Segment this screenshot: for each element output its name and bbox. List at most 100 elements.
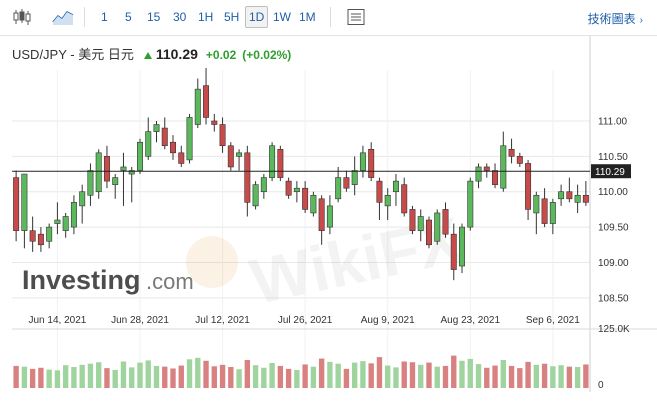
candle-body	[153, 124, 160, 132]
volume-bar	[21, 366, 28, 388]
chart-layout-icon[interactable]	[346, 8, 366, 26]
candle-body	[178, 152, 185, 164]
candle-body	[269, 145, 276, 178]
interval-1min[interactable]: 1	[101, 10, 108, 24]
candle-body	[351, 170, 358, 185]
volume-max-label: 125.0K	[598, 324, 630, 335]
volume-bar	[71, 367, 77, 388]
candle-body	[392, 180, 399, 193]
interval-1h[interactable]: 1H	[198, 10, 214, 24]
candle-body	[541, 198, 548, 224]
candle-body	[508, 148, 515, 157]
volume-bar	[442, 365, 449, 388]
price-tick-label: 109.00	[598, 258, 629, 269]
last-price: 110.29	[155, 46, 198, 62]
price-tick-label: 111.00	[598, 116, 628, 127]
candle-body	[384, 194, 391, 207]
date-tick-label: Jul 26, 2021	[278, 315, 333, 326]
candle-body	[203, 85, 210, 118]
date-axis: Jun 14, 2021 Jun 28, 2021 Jul 12, 2021 Jul …	[29, 315, 581, 326]
candle-body	[500, 145, 507, 189]
volume-bar	[566, 366, 573, 388]
price-tick-label: 110.50	[598, 152, 628, 163]
candle-body	[211, 120, 218, 125]
volume-bar	[525, 361, 531, 388]
candle-body	[194, 88, 201, 125]
candle-body	[566, 191, 573, 200]
candle-body	[417, 216, 424, 231]
candle-body	[483, 166, 490, 171]
volume-bar	[236, 369, 242, 388]
up-triangle-icon	[143, 52, 152, 59]
candle-body	[186, 117, 193, 161]
investing-logo-suffix: .com	[146, 269, 194, 294]
date-tick-label: Jun 14, 2021	[29, 315, 87, 326]
volume-bar	[153, 365, 160, 388]
volume-bar	[426, 362, 432, 388]
candle-body	[29, 230, 36, 242]
candle-body	[244, 152, 251, 203]
volume-bar	[368, 363, 374, 388]
candle-body	[326, 205, 333, 228]
candle-body	[54, 219, 61, 224]
interval-5h[interactable]: 5H	[224, 10, 240, 24]
volume-bar	[120, 361, 127, 388]
volume-bar	[294, 369, 300, 388]
candle-body	[409, 209, 416, 231]
candle-body	[459, 226, 465, 267]
candle-body	[120, 166, 127, 171]
candle-body	[21, 173, 28, 231]
volume-bar	[285, 368, 292, 388]
volume-bar	[376, 357, 383, 388]
instrument-title: USD/JPY - 美元 日元	[12, 47, 134, 62]
candle-body	[492, 170, 499, 185]
interval-15min[interactable]: 15	[147, 10, 161, 24]
volume-bar	[203, 360, 209, 388]
interval-1d[interactable]: 1D	[245, 6, 269, 28]
date-tick-label: Aug 23, 2021	[441, 315, 501, 326]
date-tick-label: Jul 12, 2021	[195, 315, 250, 326]
volume-bar	[418, 364, 424, 388]
interval-1m[interactable]: 1M	[299, 10, 316, 24]
volume-bar	[145, 360, 151, 388]
quote-header: USD/JPY - 美元 日元 110.29 +0.02 (+0.02%)	[12, 44, 297, 62]
investing-logo-text: Investing	[22, 265, 141, 295]
volume-bar	[583, 364, 589, 388]
volume-bar	[475, 364, 482, 388]
candlestick-icon[interactable]	[12, 8, 32, 26]
candle-body	[95, 152, 102, 193]
price-tick-label: 110.00	[598, 187, 628, 198]
volume-bar	[137, 362, 143, 388]
volume-bar	[310, 366, 317, 388]
candle-body	[343, 177, 350, 189]
volume-bar	[459, 360, 465, 388]
volume-bar	[335, 363, 341, 388]
price-axis: 111.00 110.50 110.00 109.50 109.00 108.50	[598, 116, 629, 304]
volume-bar	[393, 367, 399, 388]
volume-bar	[219, 364, 226, 388]
volume-bar	[54, 370, 61, 388]
candle-body	[87, 170, 94, 196]
interval-1w[interactable]: 1W	[273, 10, 291, 24]
volume-axis: 125.0K 0	[598, 324, 630, 391]
volume-bar	[277, 365, 284, 388]
current-price-line: 110.29	[12, 164, 631, 179]
volume-bar	[451, 355, 457, 388]
volume-bar	[186, 359, 193, 388]
candle-body	[252, 184, 259, 207]
volume-zero-label: 0	[598, 380, 604, 391]
candle-body	[302, 187, 309, 210]
area-chart-icon[interactable]	[52, 8, 74, 26]
candle-body	[79, 191, 86, 207]
candle-body	[145, 131, 152, 157]
volume-bar	[558, 365, 564, 388]
candle-body	[310, 194, 317, 214]
candle-body	[37, 233, 44, 246]
interval-30min[interactable]: 30	[173, 10, 187, 24]
candle-body	[426, 219, 432, 246]
candle-body	[293, 187, 300, 193]
candle-body	[103, 156, 110, 182]
technical-chart-link[interactable]: 技術圖表 ›	[588, 10, 643, 27]
interval-5min[interactable]: 5	[125, 10, 132, 24]
